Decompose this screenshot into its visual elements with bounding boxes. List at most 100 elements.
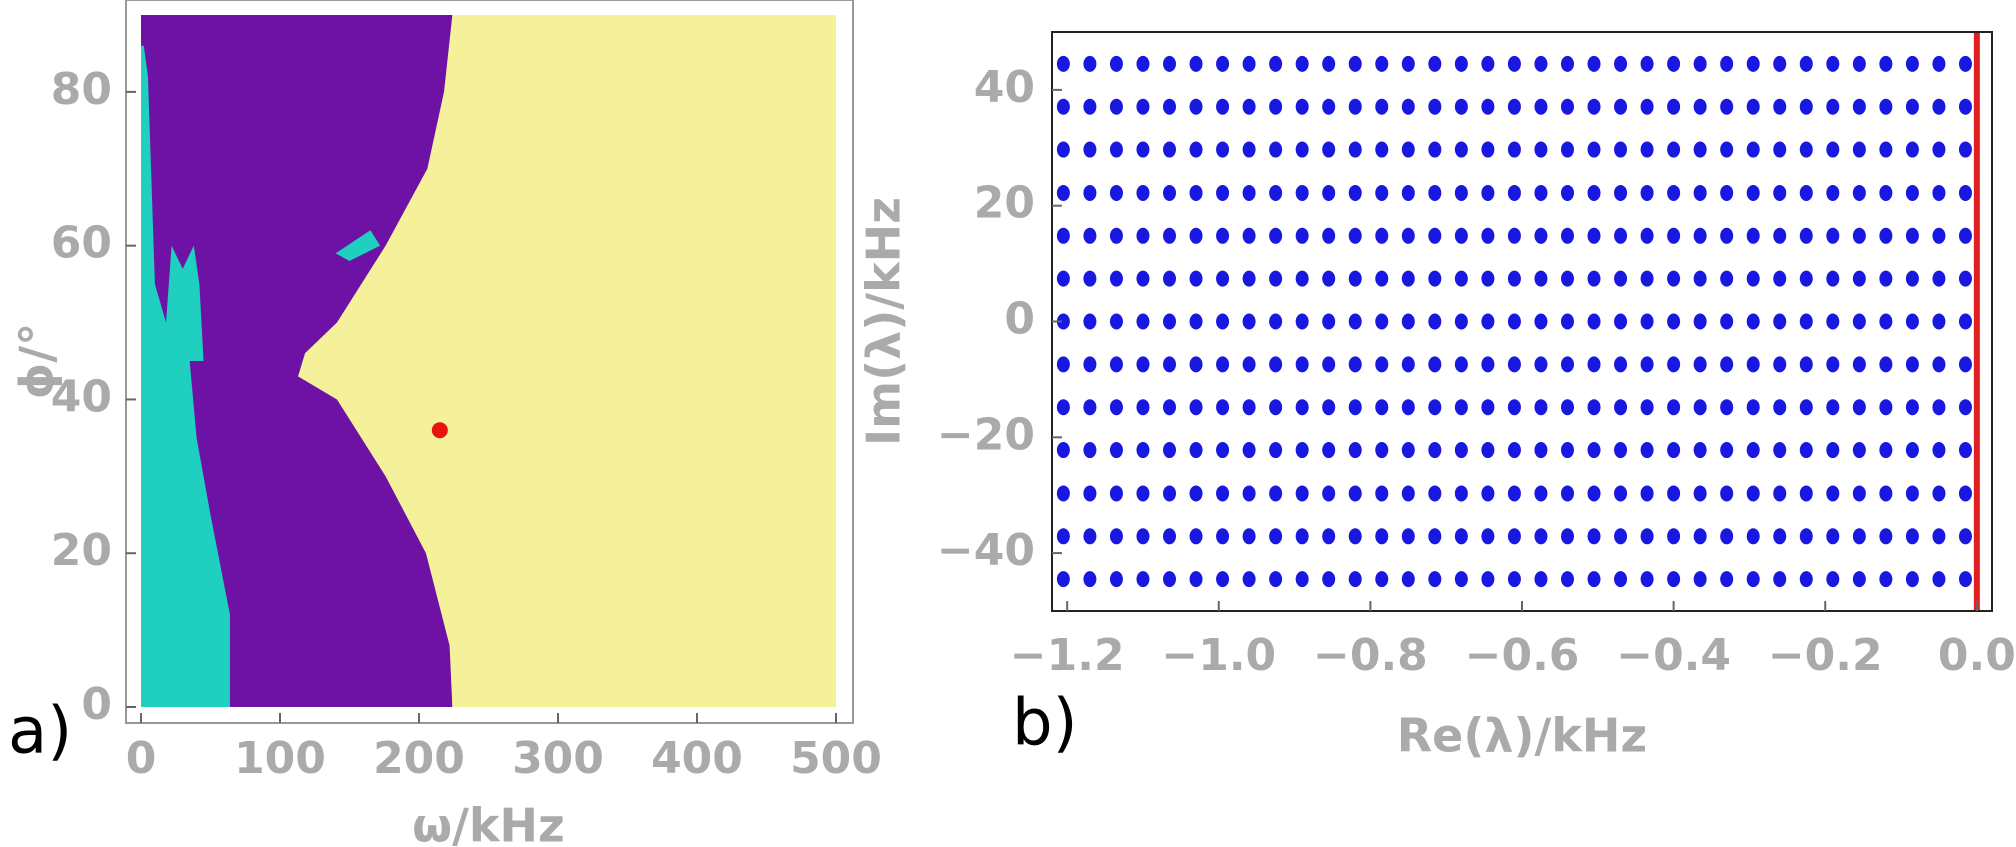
eigenvalue-dot (1056, 55, 1070, 72)
eigenvalue-dot (1242, 184, 1256, 201)
eigenvalue-dot (1056, 227, 1070, 244)
eigenvalue-dot (1428, 442, 1442, 459)
eigenvalue-dot (1560, 399, 1574, 416)
eigenvalue-dot (1826, 55, 1840, 72)
eigenvalue-dot (1428, 184, 1442, 201)
eigenvalue-dot (1056, 184, 1070, 201)
eigenvalue-dot (1667, 528, 1681, 545)
eigenvalue-dot (1428, 141, 1442, 158)
eigenvalue-dot (1826, 313, 1840, 330)
eigenvalue-dot (1958, 313, 1972, 330)
eigenvalue-dot (1587, 227, 1601, 244)
eigenvalue-dot (1056, 313, 1070, 330)
eigenvalue-dot (1640, 399, 1654, 416)
eigenvalue-dot (1295, 313, 1309, 330)
eigenvalue-dot (1295, 571, 1309, 588)
eigenvalue-dot (1587, 184, 1601, 201)
eigenvalue-dot (1799, 227, 1813, 244)
eigenvalue-dot (1295, 485, 1309, 502)
eigenvalue-dot (1269, 442, 1283, 459)
eigenvalue-dot (1852, 55, 1866, 72)
eigenvalue-dot (1216, 313, 1230, 330)
x-tick-label: 0.0 (1938, 630, 2016, 681)
eigenvalue-dot (1375, 98, 1389, 115)
eigenvalue-dot (1667, 485, 1681, 502)
eigenvalue-dot (1773, 184, 1787, 201)
eigenvalue-dot (1905, 442, 1919, 459)
eigenvalue-dot (1905, 528, 1919, 545)
eigenvalue-dot (1481, 227, 1495, 244)
eigenvalue-dot (1189, 356, 1203, 373)
eigenvalue-dot (1189, 227, 1203, 244)
eigenvalue-dot (1136, 184, 1150, 201)
eigenvalue-dot (1454, 485, 1468, 502)
eigenvalue-dot (1958, 442, 1972, 459)
eigenvalue-dot (1720, 141, 1734, 158)
eigenvalue-dot (1454, 98, 1468, 115)
eigenvalue-dot (1534, 313, 1548, 330)
eigenvalue-dot (1693, 227, 1707, 244)
eigenvalue-dot (1534, 528, 1548, 545)
plot-frame (125, 0, 854, 724)
eigenvalue-dot (1216, 485, 1230, 502)
eigenvalue-dot (1879, 55, 1893, 72)
eigenvalue-dot (1507, 528, 1521, 545)
eigenvalue-dot (1375, 356, 1389, 373)
y-tick-label: −20 (937, 409, 1035, 460)
eigenvalue-dot (1720, 313, 1734, 330)
eigenvalue-dot (1826, 485, 1840, 502)
eigenvalue-dot (1958, 184, 1972, 201)
eigenvalue-dot (1852, 485, 1866, 502)
eigenvalue-dot (1216, 227, 1230, 244)
eigenvalue-dot (1614, 356, 1628, 373)
eigenvalue-dot (1295, 528, 1309, 545)
panel-label: b) (1012, 687, 1078, 761)
y-tick-label: 60 (51, 218, 112, 269)
eigenvalue-dot (1507, 313, 1521, 330)
eigenvalue-dot (1163, 399, 1176, 416)
eigenvalue-dot (1746, 442, 1760, 459)
eigenvalue-dot (1375, 184, 1389, 201)
eigenvalue-dot (1958, 571, 1972, 588)
y-tick-label: 80 (51, 64, 112, 115)
y-tick-label: 0 (81, 679, 112, 730)
eigenvalue-dot (1640, 528, 1654, 545)
eigenvalue-dot (1667, 399, 1681, 416)
eigenvalue-dot (1348, 571, 1362, 588)
eigenvalue-dot (1614, 227, 1628, 244)
eigenvalue-dot (1879, 528, 1893, 545)
eigenvalue-dot (1428, 356, 1442, 373)
eigenvalue-dot (1216, 184, 1230, 201)
eigenvalue-dot (1216, 399, 1230, 416)
eigenvalue-dot (1136, 313, 1150, 330)
eigenvalue-dot (1507, 98, 1521, 115)
eigenvalue-dot (1932, 485, 1946, 502)
x-tick-label: −0.6 (1465, 630, 1580, 681)
eigenvalue-dot (1614, 442, 1628, 459)
eigenvalue-dot (1905, 98, 1919, 115)
eigenvalue-dot (1136, 141, 1150, 158)
eigenvalue-dot (1216, 55, 1230, 72)
eigenvalue-dot (1879, 485, 1893, 502)
eigenvalue-dot (1852, 270, 1866, 287)
eigenvalue-dot (1614, 184, 1628, 201)
eigenvalue-dot (1667, 141, 1681, 158)
region (141, 15, 453, 707)
eigenvalue-dot (1163, 313, 1176, 330)
eigenvalue-dot (1083, 442, 1097, 459)
eigenvalue-dot (1322, 528, 1336, 545)
eigenvalue-dot (1136, 528, 1150, 545)
x-tick-label: 100 (234, 733, 326, 784)
eigenvalue-dot (1428, 313, 1442, 330)
eigenvalue-dot (1587, 528, 1601, 545)
eigenvalue-dot (1852, 184, 1866, 201)
x-tick-label: 300 (512, 733, 604, 784)
eigenvalue-dot (1136, 485, 1150, 502)
eigenvalue-dot (1109, 571, 1123, 588)
eigenvalue-dot (1401, 485, 1415, 502)
eigenvalue-dot (1614, 313, 1628, 330)
eigenvalue-dot (1587, 442, 1601, 459)
eigenvalue-dot (1879, 313, 1893, 330)
eigenvalue-dot (1481, 442, 1495, 459)
eigenvalue-dot (1322, 313, 1336, 330)
